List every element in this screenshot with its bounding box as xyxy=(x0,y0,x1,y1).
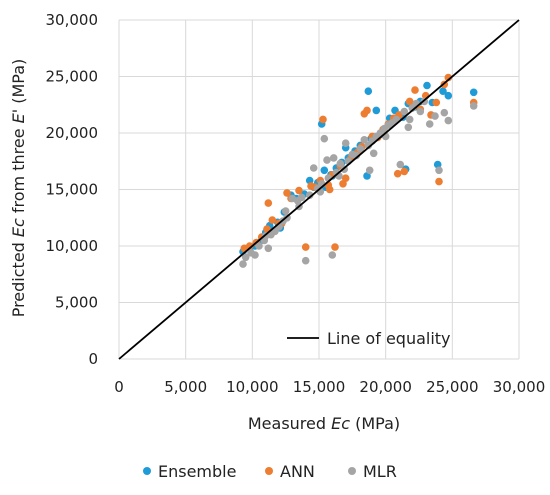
point-ann xyxy=(301,243,310,251)
point-ann xyxy=(400,167,409,176)
point-mlr xyxy=(356,145,365,153)
point-mlr xyxy=(323,156,331,164)
point-ensemble xyxy=(364,87,373,95)
point-mlr xyxy=(301,256,310,265)
point-mlr xyxy=(309,164,318,172)
point-ann xyxy=(432,98,441,107)
point-ann xyxy=(444,73,453,82)
x-tick-label: 25,000 xyxy=(426,378,479,396)
x-tick-label: 15,000 xyxy=(293,378,346,396)
point-mlr xyxy=(400,107,409,116)
data-points xyxy=(239,73,478,268)
legend-label-ann: ANN xyxy=(280,462,315,481)
point-mlr xyxy=(440,108,449,117)
point-mlr xyxy=(320,134,329,143)
point-ensemble xyxy=(423,81,431,90)
point-ann xyxy=(319,115,327,124)
point-ann xyxy=(331,243,339,251)
point-ann xyxy=(360,110,369,118)
legend-label-ensemble: Ensemble xyxy=(158,462,236,481)
y-tick-label: 15,000 xyxy=(46,181,99,199)
x-tick-label: 5,000 xyxy=(164,378,207,396)
point-mlr xyxy=(405,115,414,124)
legend-marker-ensemble xyxy=(143,467,151,475)
x-tick-label: 10,000 xyxy=(226,378,279,396)
legend-label-mlr: MLR xyxy=(363,462,397,481)
point-ensemble xyxy=(372,106,381,115)
series-legend: Ensemble ANN MLR xyxy=(143,462,397,481)
point-mlr xyxy=(251,251,259,259)
x-tick-labels: 0 5,000 10,000 15,000 20,000 25,000 30,000 xyxy=(114,378,545,396)
legend-marker-ann xyxy=(265,467,273,475)
point-mlr xyxy=(435,166,443,175)
y-axis-title: Predicted Ec from three E' (MPa) xyxy=(9,59,28,318)
point-ann xyxy=(283,189,291,197)
point-mlr xyxy=(425,120,434,128)
point-ensemble xyxy=(320,166,329,175)
point-mlr xyxy=(404,123,413,132)
x-tick-label: 20,000 xyxy=(359,378,412,396)
point-mlr xyxy=(365,166,374,175)
point-ann xyxy=(325,185,334,194)
point-mlr xyxy=(239,260,247,268)
point-mlr xyxy=(341,139,350,147)
point-ensemble xyxy=(444,91,453,100)
x-tick-label: 30,000 xyxy=(493,378,546,396)
point-ann xyxy=(405,97,414,106)
point-mlr xyxy=(431,112,439,120)
point-mlr xyxy=(264,244,273,253)
point-mlr xyxy=(444,116,453,125)
point-mlr xyxy=(305,191,314,199)
point-mlr xyxy=(297,193,306,202)
y-tick-label: 10,000 xyxy=(46,237,99,255)
point-mlr xyxy=(255,242,263,250)
point-ann xyxy=(295,186,303,195)
point-mlr xyxy=(281,207,290,215)
point-ann xyxy=(268,216,277,224)
point-mlr xyxy=(360,136,369,144)
y-tick-label: 0 xyxy=(88,350,98,368)
equality-legend-label: Line of equality xyxy=(327,329,451,348)
equality-legend: Line of equality xyxy=(287,329,451,348)
point-mlr xyxy=(416,107,425,116)
point-ensemble xyxy=(433,160,442,169)
point-mlr xyxy=(336,159,345,168)
y-tick-label: 25,000 xyxy=(46,68,99,86)
point-ann xyxy=(339,180,347,188)
y-tick-label: 5,000 xyxy=(55,294,98,312)
point-ann xyxy=(411,86,419,94)
y-tick-label: 30,000 xyxy=(46,11,99,29)
point-ann xyxy=(393,169,402,178)
point-ann xyxy=(435,177,443,186)
point-mlr xyxy=(369,149,378,158)
point-ensemble xyxy=(469,88,478,97)
point-mlr xyxy=(469,102,478,110)
point-mlr xyxy=(329,154,338,162)
point-ann xyxy=(245,242,254,250)
point-mlr xyxy=(241,253,250,262)
x-axis-title: Measured Ec (MPa) xyxy=(248,414,400,433)
point-ann xyxy=(264,199,273,207)
legend-marker-mlr xyxy=(348,467,356,475)
y-tick-label: 20,000 xyxy=(46,124,99,142)
point-mlr xyxy=(396,160,405,169)
point-ensemble xyxy=(439,87,447,95)
point-mlr xyxy=(328,251,337,259)
equality-line xyxy=(118,19,520,360)
y-tick-labels: 0 5,000 10,000 15,000 20,000 25,000 30,000 xyxy=(46,11,99,368)
x-tick-label: 0 xyxy=(114,378,124,396)
point-mlr xyxy=(352,151,361,160)
